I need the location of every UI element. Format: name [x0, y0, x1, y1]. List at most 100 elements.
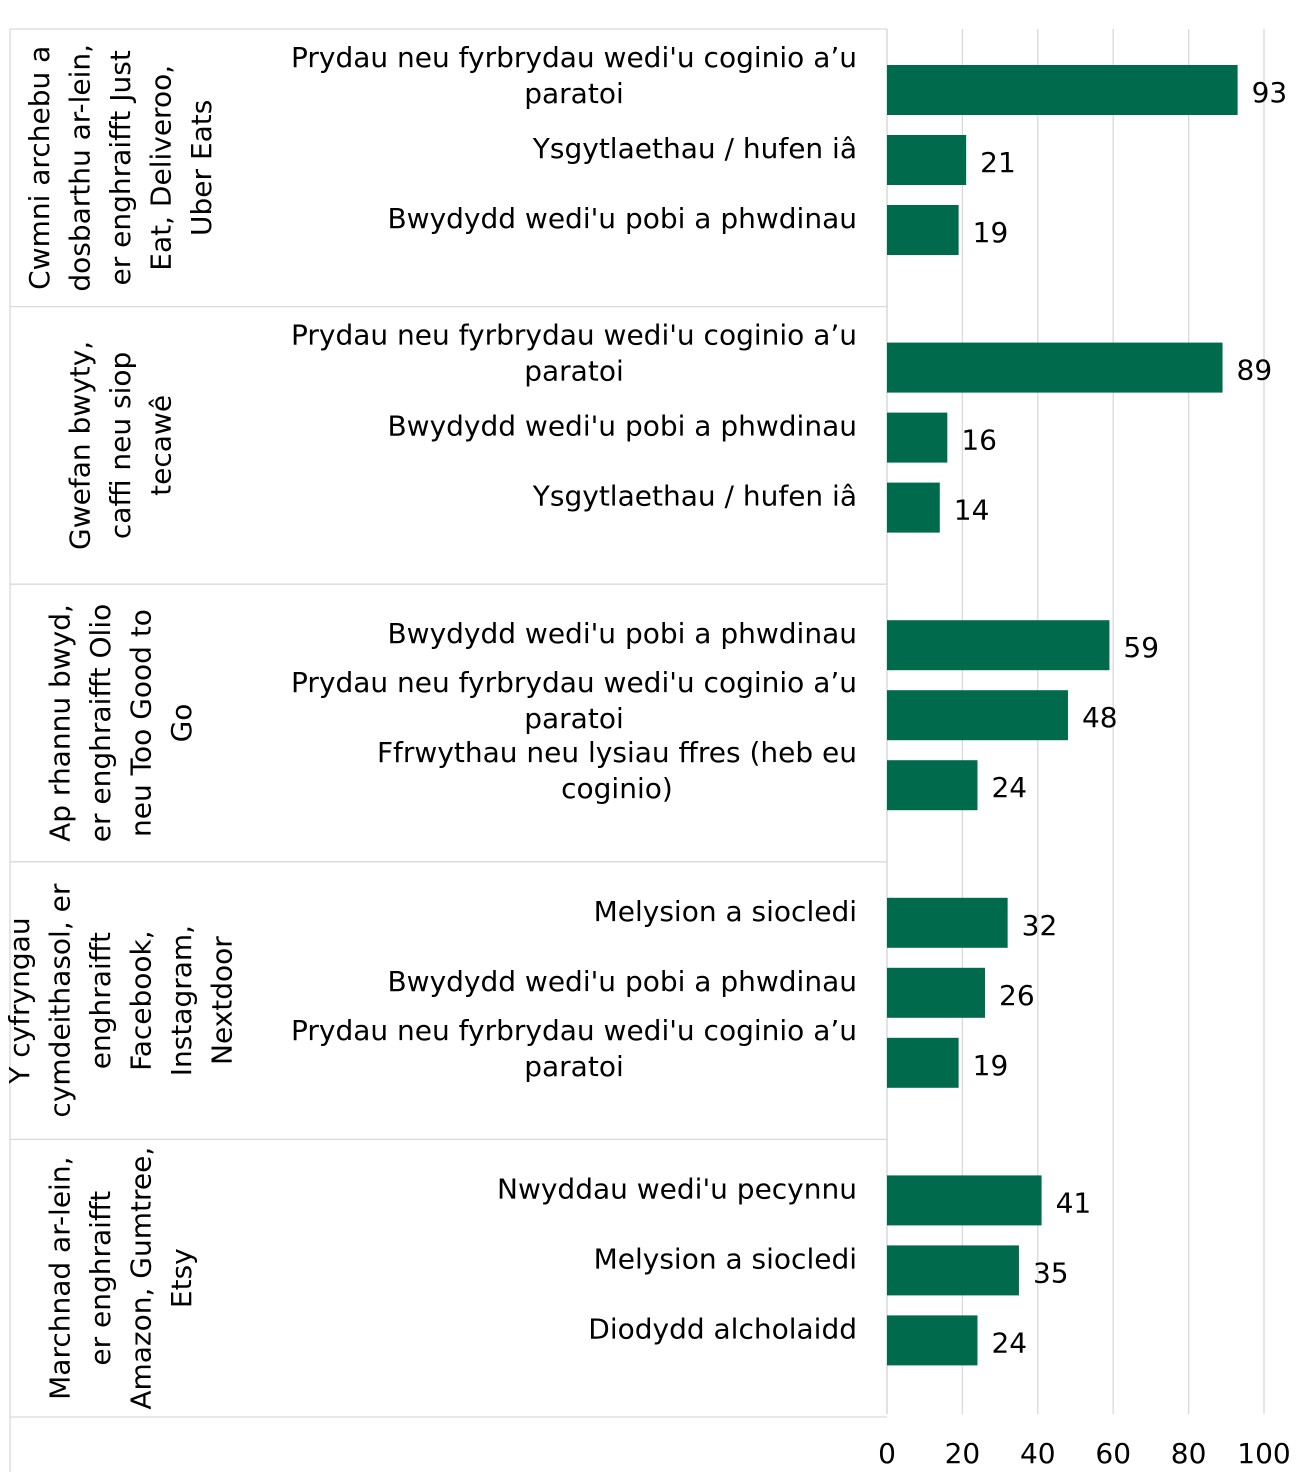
bar-category-label-line: Ysgytlaethau / hufen iâ — [532, 132, 857, 165]
bar — [887, 967, 986, 1018]
category-frame — [9, 28, 888, 1472]
value-label: 32 — [1022, 909, 1058, 942]
group-label-line: er enghraifft Just — [104, 50, 137, 285]
bar-labels: Prydau neu fyrbrydau wedi'u coginio a’u p… — [291, 41, 857, 1345]
value-label: 93 — [1252, 76, 1288, 109]
group-label-line: enghraifft — [84, 932, 117, 1069]
group-label-line: Cwmni archebu a — [23, 46, 56, 290]
x-axis-ticks: 0 20 40 60 80 100 — [878, 1437, 1291, 1470]
value-label: 16 — [961, 424, 997, 457]
bar-category-label-line: Bwydydd wedi'u pobi a phwdinau — [387, 202, 857, 235]
value-label: 21 — [980, 146, 1016, 179]
value-labels: 93 21 19 89 16 14 59 48 24 32 26 19 41 35 24 — [954, 76, 1287, 1359]
bar-category-label-line: paratoi — [524, 355, 624, 388]
bar-category-label: Ysgytlaethau / hufen iâ — [532, 480, 857, 513]
bar-category-label: Prydau neu fyrbrydau wedi'u coginio a’u p… — [291, 319, 857, 388]
bar-category-label: Diodydd alcholaidd — [588, 1312, 857, 1345]
bar-category-label-line: Ffrwythau neu lysiau ffres (heb eu — [377, 736, 857, 769]
bar-category-label: Bwydydd wedi'u pobi a phwdinau — [387, 617, 857, 650]
bar-category-label-line: Prydau neu fyrbrydau wedi'u coginio a’u — [291, 666, 857, 699]
bar-category-label-line: Prydau neu fyrbrydau wedi'u coginio a’u — [291, 1014, 857, 1047]
group-label-line: Y cyfryngau — [3, 917, 36, 1084]
bar-category-label-line: paratoi — [524, 1050, 624, 1083]
group-label-line: cymdeithasol, er — [43, 883, 76, 1117]
value-label: 19 — [973, 216, 1009, 249]
group-label-line: Marchnad ar-lein, — [43, 1157, 76, 1400]
bar — [887, 65, 1238, 115]
bar-category-label: Melysion a siocledi — [594, 1242, 857, 1275]
group-label-line: Nextdoor — [205, 936, 238, 1065]
x-tick-label: 80 — [1171, 1437, 1207, 1470]
bar-category-label-line: Melysion a siocledi — [594, 1242, 857, 1275]
bar — [887, 897, 1008, 948]
value-label: 59 — [1123, 631, 1159, 664]
bar-category-label: Prydau neu fyrbrydau wedi'u coginio a’u p… — [291, 41, 857, 110]
bar-category-label: Ysgytlaethau / hufen iâ — [532, 132, 857, 165]
bar-category-label: Prydau neu fyrbrydau wedi'u coginio a’u p… — [291, 1014, 857, 1083]
bar-category-label-line: Prydau neu fyrbrydau wedi'u coginio a’u — [291, 319, 857, 352]
value-label: 24 — [991, 1326, 1027, 1359]
x-tick-label: 100 — [1237, 1437, 1290, 1470]
bar — [887, 690, 1068, 741]
group-label-line: er enghraifft Olio — [84, 604, 117, 842]
bar — [887, 1315, 978, 1366]
group-label-line: Go — [165, 704, 198, 743]
group-label-line: Gwefan bwyty, — [64, 341, 97, 550]
group-label-line: neu Too Good to — [124, 609, 157, 837]
group-label-line: Instagram, — [165, 925, 198, 1076]
bar — [887, 1037, 959, 1088]
group-label-line: Etsy — [165, 1248, 198, 1308]
bar — [887, 135, 967, 185]
bar — [887, 412, 948, 463]
group-label-line: Amazon, Gumtree, — [124, 1147, 157, 1410]
group-labels: Cwmni archebu a dosbarthu ar-lein, er engh… — [3, 44, 239, 1410]
group-label: Gwefan bwyty, caffi neu siop tecawê — [64, 341, 178, 550]
bar-category-label-line: Bwydydd wedi'u pobi a phwdinau — [387, 410, 857, 443]
bar-category-label-line: paratoi — [524, 77, 624, 110]
bar — [887, 1245, 1019, 1296]
x-tick-label: 60 — [1095, 1437, 1131, 1470]
bar-category-label-line: paratoi — [524, 702, 624, 735]
bar — [887, 205, 959, 255]
bars — [887, 65, 1238, 1366]
value-label: 41 — [1056, 1186, 1092, 1219]
value-label: 35 — [1033, 1256, 1069, 1289]
bar-category-label: Bwydydd wedi'u pobi a phwdinau — [387, 410, 857, 443]
bar-category-label-line: Diodydd alcholaidd — [588, 1312, 857, 1345]
value-label: 24 — [991, 771, 1027, 804]
group-label-line: dosbarthu ar-lein, — [64, 44, 97, 292]
bar-category-label-line: Melysion a siocledi — [594, 895, 857, 928]
value-label: 19 — [973, 1049, 1009, 1082]
x-tick-label: 0 — [878, 1437, 896, 1470]
bar — [887, 482, 940, 533]
value-label: 48 — [1082, 701, 1118, 734]
group-label: Cwmni archebu a dosbarthu ar-lein, er engh… — [23, 44, 218, 292]
bar-category-label-line: Nwyddau wedi'u pecynnu — [497, 1172, 857, 1205]
bar-category-label: Ffrwythau neu lysiau ffres (heb eu cogini… — [377, 736, 857, 805]
group-label-line: caffi neu siop — [104, 352, 137, 539]
group-label-line: Ap rhannu bwyd, — [43, 604, 76, 842]
value-label: 14 — [954, 494, 990, 527]
x-tick-label: 20 — [945, 1437, 981, 1470]
bar-category-label-line: Ysgytlaethau / hufen iâ — [532, 480, 857, 513]
bar — [887, 760, 978, 811]
bar — [887, 342, 1223, 393]
group-label: Y cyfryngau cymdeithasol, er enghraifft Fac… — [3, 883, 239, 1117]
value-label: 89 — [1237, 354, 1273, 387]
group-label-line: tecawê — [145, 395, 178, 496]
bar-category-label: Nwyddau wedi'u pecynnu — [497, 1172, 857, 1205]
bar-category-label: Bwydydd wedi'u pobi a phwdinau — [387, 202, 857, 235]
group-label: Ap rhannu bwyd, er enghraifft Olio neu Too… — [43, 604, 198, 842]
group-label-line: Eat, Deliveroo, — [145, 65, 178, 271]
group-label-line: Uber Eats — [185, 100, 218, 236]
group-label-line: Facebook, — [124, 930, 157, 1070]
value-label: 26 — [999, 979, 1035, 1012]
bar — [887, 620, 1110, 671]
group-label-line: er enghraifft — [84, 1191, 117, 1366]
group-label: Marchnad ar-lein, er enghraifft Amazon, Gu… — [43, 1147, 198, 1410]
bar-category-label-line: Bwydydd wedi'u pobi a phwdinau — [387, 617, 857, 650]
bar-category-label: Bwydydd wedi'u pobi a phwdinau — [387, 965, 857, 998]
bar-category-label: Melysion a siocledi — [594, 895, 857, 928]
bar — [887, 1175, 1042, 1226]
